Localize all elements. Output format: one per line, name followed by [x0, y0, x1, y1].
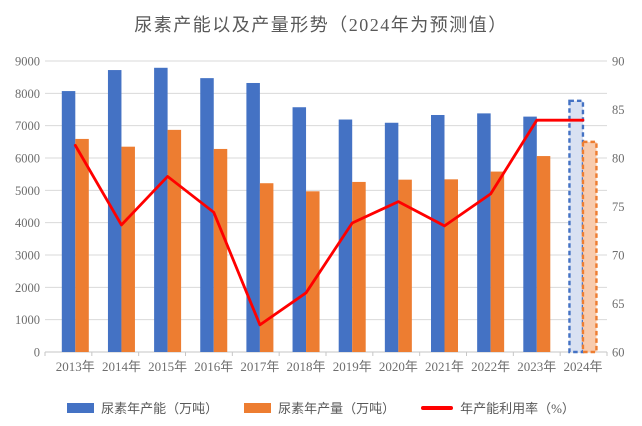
x-label-2021年: 2021年 — [425, 359, 464, 374]
right-tick-65: 65 — [612, 297, 625, 311]
y-axis-labels-right: 60 65 70 75 80 85 90 — [612, 55, 625, 360]
capacity-bar-2019年 — [338, 119, 353, 352]
production-bar-2017年 — [259, 183, 274, 352]
production-swatch — [244, 402, 272, 413]
production-bar-2021年 — [444, 179, 458, 352]
left-tick-4000: 4000 — [15, 216, 40, 230]
left-tick-9000: 9000 — [15, 55, 40, 69]
production-bar-2022年 — [490, 171, 505, 352]
x-label-2022年: 2022年 — [471, 359, 510, 374]
right-tick-85: 85 — [612, 103, 625, 117]
production-bar-2020年 — [398, 179, 412, 352]
legend-item-production: 尿素年产量（万吨） — [244, 398, 395, 417]
legend-label-production: 尿素年产量（万吨） — [278, 401, 396, 416]
production-bar-2023年 — [536, 156, 551, 352]
legend-label-capacity: 尿素年产能（万吨） — [101, 401, 219, 416]
utilization-line-swatch — [421, 405, 454, 410]
capacity-bar-2023年 — [523, 116, 537, 352]
capacity-bar-2015年 — [154, 67, 168, 352]
chart-title: 尿素产能以及产量形势（2024年为预测值） — [134, 15, 508, 35]
production-bar-2018年 — [306, 191, 320, 352]
gridlines — [45, 60, 607, 321]
capacity-bar-2013年 — [61, 91, 76, 352]
capacity-bar-2017年 — [246, 82, 260, 352]
capacity-bar-2016年 — [200, 78, 214, 353]
legend-item-utilization: 年产能利用率（%） — [421, 398, 575, 417]
right-tick-80: 80 — [612, 152, 625, 166]
production-bar-2014年 — [121, 146, 135, 352]
legend-item-capacity: 尿素年产能（万吨） — [67, 398, 218, 417]
right-tick-90: 90 — [612, 55, 625, 69]
utilization-line-group — [73, 118, 585, 327]
capacity-bars — [61, 67, 585, 354]
utilization-line — [73, 118, 585, 327]
legend-label-utilization: 年产能利用率（%） — [460, 401, 575, 416]
x-label-2017年: 2017年 — [240, 359, 279, 374]
production-bar-2013年 — [75, 138, 89, 352]
left-tick-0: 0 — [34, 346, 40, 360]
right-tick-70: 70 — [612, 249, 625, 263]
x-label-2019年: 2019年 — [333, 359, 372, 374]
production-bars — [75, 129, 598, 354]
left-tick-3000: 3000 — [15, 249, 40, 263]
left-tick-5000: 5000 — [15, 184, 40, 198]
capacity-bar-2022年 — [477, 113, 491, 352]
left-tick-7000: 7000 — [15, 119, 40, 133]
left-tick-8000: 8000 — [15, 87, 40, 101]
capacity-swatch — [67, 402, 95, 413]
left-tick-2000: 2000 — [15, 281, 40, 295]
capacity-bar-2018年 — [292, 107, 307, 352]
x-axis — [44, 351, 608, 356]
production-bar-2019年 — [352, 181, 366, 352]
production-bar-2024年 — [581, 140, 598, 354]
x-label-2014年: 2014年 — [102, 359, 141, 374]
x-label-2018年: 2018年 — [287, 359, 326, 374]
x-label-2015年: 2015年 — [148, 359, 187, 374]
x-axis-labels: 2013年 2014年 2015年 2016年 2017年 2018年 2019年 2020年… — [56, 359, 603, 374]
production-bar-2016年 — [213, 148, 228, 352]
capacity-bar-2024年 — [568, 99, 585, 354]
x-label-2020年: 2020年 — [379, 359, 418, 374]
x-label-2013年: 2013年 — [56, 359, 95, 374]
capacity-bar-2021年 — [431, 114, 445, 352]
left-tick-6000: 6000 — [15, 152, 40, 166]
x-label-2016年: 2016年 — [194, 359, 233, 374]
left-tick-1000: 1000 — [15, 313, 40, 327]
legend: 尿素年产能（万吨） 尿素年产量（万吨） 年产能利用率（%） — [0, 398, 642, 417]
production-bar-2015年 — [167, 129, 182, 352]
x-label-2024年: 2024年 — [563, 359, 602, 374]
x-label-2023年: 2023年 — [517, 359, 556, 374]
right-tick-75: 75 — [612, 200, 625, 214]
capacity-bar-2020年 — [384, 122, 399, 352]
right-tick-60: 60 — [612, 346, 625, 360]
y-axis-labels-left: 0 1000 2000 3000 4000 5000 6000 7000 8000 9000 — [15, 55, 40, 360]
